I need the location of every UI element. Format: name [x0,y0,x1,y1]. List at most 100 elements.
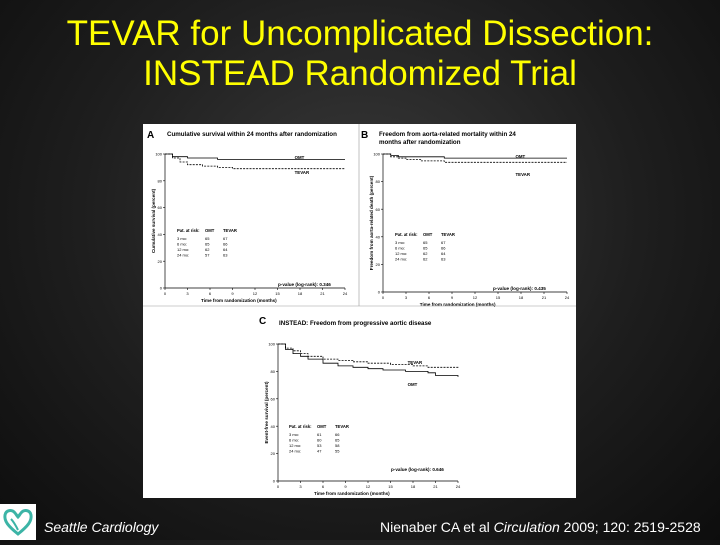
panel-c-y-tick-label: 0 [273,479,276,484]
panel-c-risk-header: OMT [317,424,327,429]
panel-c-risk-header: Pat. at risk: [289,424,312,429]
panel-b-pvalue: p-value (log-rank): 0.435 [493,286,546,291]
panel-b-x-tick-label: 3 [405,295,408,300]
panel-b-title-line2: months after randomization [379,139,461,146]
panel-a-y-tick-label: 60 [158,205,163,210]
footer-source: Seattle Cardiology [44,519,159,535]
panel-b-x-tick-label: 6 [428,295,431,300]
slide-title-line1: TEVAR for Uncomplicated Dissection: [66,14,654,53]
panel-a-risk-cell: 63 [223,253,228,258]
panel-c-title: INSTEAD: Freedom from progressive aortic… [279,320,432,327]
panel-c-y-tick-label: 60 [271,396,276,401]
panel-a-risk-header: OMT [205,228,215,233]
panel-a-risk-cell: 12 mo: [177,247,189,252]
panel-b-x-tick-label: 21 [542,295,547,300]
panel-b-series-label-tevar: TEVAR [515,172,530,177]
panel-b-x-label: Time from randomization (months) [420,302,496,307]
panel-c-series-label-tevar: TEVAR [408,360,423,365]
panel-a-risk-cell: 62 [205,247,210,252]
panel-b-risk-cell: 64 [441,251,446,256]
panel-a-risk-cell: 66 [223,242,228,247]
panel-c-risk-cell: 61 [317,432,322,437]
panel-b-y-tick-label: 100 [373,152,380,157]
panel-a-risk-cell: 57 [205,253,210,258]
panel-b-risk-cell: 12 mo: [395,251,407,256]
panel-b-risk-cell: 24 mo: [395,257,407,262]
panel-a-risk-cell: 3 mo: [177,236,187,241]
panel-c-risk-header: TEVAR [335,424,349,429]
panel-a-y-tick-label: 0 [160,286,163,291]
panel-a-x-tick-label: 18 [298,291,303,296]
citation-suffix: 2009; 120: 2519-2528 [559,519,701,535]
panel-c-x-tick-label: 21 [433,484,438,489]
panel-a-x-tick-label: 3 [186,291,189,296]
panel-a-x-tick-label: 0 [164,291,167,296]
panel-a-x-tick-label: 21 [320,291,325,296]
panel-a-x-tick-label: 6 [209,291,212,296]
panel-b-risk-cell: 66 [441,246,446,251]
panel-c-x-tick-label: 0 [277,484,280,489]
panel-c-risk-cell: 24 mo: [289,449,301,454]
panel-c-risk-cell: 65 [335,438,340,443]
panel-b-risk-cell: 65 [423,246,428,251]
km-figure: A Cumulative survival within 24 months af… [143,124,576,498]
panel-a-x-label: Time from randomization (months) [201,298,277,303]
panel-a-risk-cell: 65 [205,242,210,247]
panel-b-series-tevar [383,153,567,163]
panel-c-risk-cell: 6 mo: [289,438,299,443]
panel-a-y-tick-label: 40 [158,232,163,237]
panel-c-x-tick-label: 24 [456,484,461,489]
slide-title-line2: INSTEAD Randomized Trial [143,54,577,93]
panel-b-y-tick-label: 0 [378,290,381,295]
panel-a-series-omt [165,153,345,160]
panel-c-pvalue: p-value (log-rank): 0.646 [391,467,444,472]
panel-b-series-omt [383,153,567,159]
panel-c-risk-cell: 58 [335,443,340,448]
panel-c-x-tick-label: 9 [344,484,347,489]
slide-title: TEVAR for Uncomplicated Dissection: INST… [0,14,720,94]
km-figure-svg: A Cumulative survival within 24 months af… [143,124,576,496]
panel-a-series-label-tevar: TEVAR [295,170,310,175]
panel-b-x-tick-label: 24 [565,295,570,300]
panel-b-x-tick-label: 0 [382,295,385,300]
panel-b-risk-cell: 3 mo: [395,240,405,245]
panel-b-x-tick-label: 12 [473,295,478,300]
panel-a-series-tevar [165,153,345,170]
panel-b-risk-cell: 6 mo: [395,246,405,251]
panel-c-y-tick-label: 80 [271,369,276,374]
panel-c-x-tick-label: 15 [388,484,393,489]
panel-b-x-tick-label: 18 [519,295,524,300]
panel-a-risk-cell: 67 [223,236,228,241]
panel-c-risk-cell: 53 [317,443,322,448]
panel-a-pvalue: p-value (log-rank): 0.346 [278,282,331,287]
panel-b-risk-header: Pat. at risk: [395,232,418,237]
panel-a-x-tick-label: 9 [231,291,234,296]
panel-c-y-tick-label: 100 [268,342,275,347]
panel-a-risk-header: Pat. at risk: [177,228,200,233]
panel-c-y-tick-label: 20 [271,451,276,456]
panel-c-x-tick-label: 12 [366,484,371,489]
panel-b-x-tick-label: 15 [496,295,501,300]
panel-b-series-label-omt: OMT [515,154,525,159]
panel-b-risk-cell: 63 [441,257,446,262]
panel-b-y-tick-label: 80 [376,179,381,184]
panel-a-risk-header: TEVAR [223,228,237,233]
panel-b-risk-cell: 62 [423,251,428,256]
panel-b-risk-header: TEVAR [441,232,455,237]
panel-c-x-tick-label: 18 [411,484,416,489]
panel-a-x-tick-label: 12 [253,291,258,296]
panel-c-x-label: Time from randomization (months) [314,491,390,496]
panel-a-x-tick-label: 24 [343,291,348,296]
panel-a-risk-cell: 24 mo: [177,253,189,258]
panel-b-title-line1: Freedom from aorta-related mortality wit… [379,131,516,138]
panel-a-y-tick-label: 20 [158,259,163,264]
panel-c-y-label: Event-free survival (percent) [264,381,269,444]
panel-b-y-tick-label: 60 [376,207,381,212]
panel-c-y-tick-label: 40 [271,424,276,429]
panel-c-x-tick-label: 3 [299,484,302,489]
panel-a-risk-cell: 65 [205,236,210,241]
heart-logo-icon [0,504,36,540]
panel-a-risk-cell: 6 mo: [177,242,187,247]
panel-b-risk-cell: 65 [423,240,428,245]
citation-journal: Circulation [493,519,560,535]
